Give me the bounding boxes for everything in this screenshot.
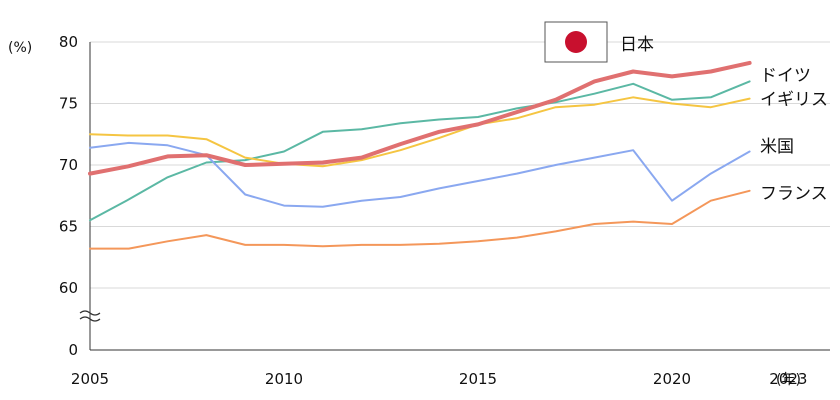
y-tick-label: 75 (59, 95, 78, 113)
x-tick-label: 2010 (265, 370, 303, 388)
series-line-4 (89, 189, 751, 250)
y-tick-label: 70 (59, 156, 78, 174)
x-tick-label: 2005 (71, 370, 109, 388)
y-unit-label: (%) (8, 40, 32, 56)
series-label-0: 日本 (620, 35, 654, 55)
grid-lines (90, 41, 830, 351)
series-label-4: フランス (760, 184, 828, 204)
series-lines (88, 60, 752, 250)
y-tick-label: 0 (68, 341, 78, 359)
series-label-3: 米国 (760, 137, 794, 157)
series-line-1 (89, 80, 751, 222)
x-axis-tick-labels: 2005 2010 2015 2020 2023 (71, 370, 808, 388)
x-tick-label: 2020 (653, 370, 691, 388)
y-tick-label: 65 (59, 218, 78, 236)
series-line-2 (89, 96, 751, 168)
japan-flag-icon (544, 21, 608, 63)
axis-break-icon (79, 310, 101, 322)
series-label-2: イギリス (760, 90, 828, 110)
series-label-1: ドイツ (760, 66, 811, 86)
x-unit-label: (年) (776, 372, 801, 388)
y-tick-label: 60 (59, 279, 78, 297)
x-tick-label: 2023 (769, 370, 807, 388)
y-axis-tick-labels: 0 60 65 70 75 80 (59, 33, 78, 359)
series-line-0 (88, 60, 752, 176)
y-tick-label: 80 (59, 33, 78, 51)
series-line-3 (89, 141, 751, 208)
x-tick-label: 2015 (459, 370, 497, 388)
